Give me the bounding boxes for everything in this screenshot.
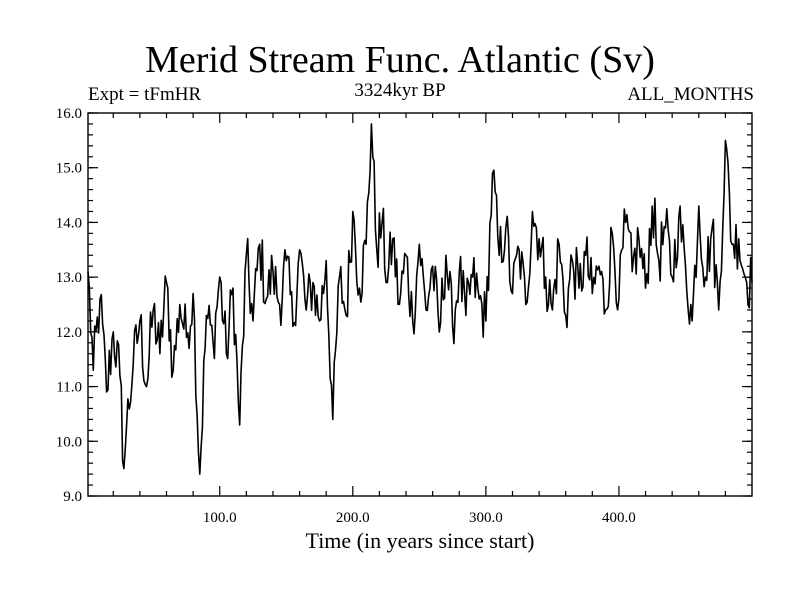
- plot-frame: [87, 112, 753, 497]
- months-label: ALL_MONTHS: [627, 84, 754, 105]
- x-tick-label: 200.0: [336, 510, 370, 526]
- axis-ticks: [88, 112, 752, 497]
- y-tick-label: 12.0: [56, 325, 82, 341]
- y-tick-label: 11.0: [56, 380, 82, 396]
- x-tick-label: 400.0: [602, 510, 636, 526]
- y-tick-label: 13.0: [56, 270, 82, 286]
- period-label: 3324kyr BP: [354, 80, 446, 101]
- x-tick-label: 300.0: [469, 510, 503, 526]
- y-tick-label: 10.0: [56, 434, 82, 450]
- y-tick-label: 16.0: [56, 106, 82, 122]
- experiment-label: Expt = tFmHR: [88, 84, 202, 105]
- tick-labels: 9.0 10.0 11.0 12.0 13.0 14.0 15.0 16.0 100.0 200.…: [56, 106, 636, 526]
- y-tick-label: 9.0: [63, 489, 82, 505]
- chart-title: Merid Stream Func. Atlantic (Sv): [145, 39, 655, 81]
- series-line: [87, 123, 753, 475]
- y-tick-label: 15.0: [56, 161, 82, 177]
- x-tick-label: 100.0: [203, 510, 237, 526]
- x-axis-label: Time (in years since start): [305, 528, 535, 553]
- y-tick-label: 14.0: [56, 215, 82, 231]
